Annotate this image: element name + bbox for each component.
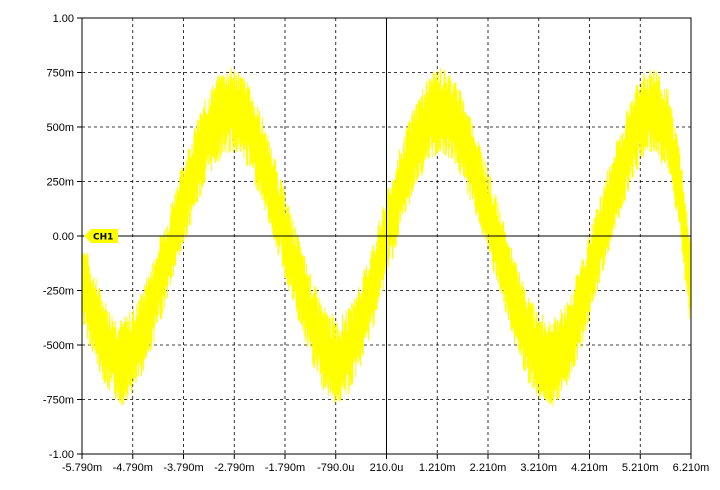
y-tick-label: 1.00	[53, 13, 74, 25]
x-tick-label: -1.790m	[265, 462, 305, 474]
x-tick-label: -2.790m	[214, 462, 254, 474]
x-tick-label: 210.0u	[370, 462, 404, 474]
x-tick-label: 3.210m	[520, 462, 557, 474]
x-tick-labels: -5.790m -4.790m -3.790m -2.790m -1.790m -790.…	[62, 454, 710, 474]
y-tick-labels: 1.00 750m 500m 250m 0.00 -250m -500m -750m -1.00	[43, 13, 82, 461]
y-tick-label: 750m	[46, 68, 74, 80]
x-tick-label: -790.0u	[317, 462, 354, 474]
y-tick-label: -750m	[43, 395, 74, 407]
channel-marker-label: CH1	[93, 233, 113, 243]
x-tick-label: -5.790m	[62, 462, 102, 474]
x-tick-label: 1.210m	[419, 462, 456, 474]
x-tick-label: 5.210m	[622, 462, 659, 474]
y-tick-label: -250m	[43, 286, 74, 298]
x-tick-label: 6.210m	[673, 462, 710, 474]
y-tick-label: -1.00	[49, 449, 74, 461]
x-tick-label: -3.790m	[163, 462, 203, 474]
y-tick-label: 250m	[46, 177, 74, 189]
y-tick-label: 500m	[46, 122, 74, 134]
y-tick-label: -500m	[43, 340, 74, 352]
x-tick-label: 2.210m	[470, 462, 507, 474]
y-tick-label: 0.00	[53, 231, 74, 243]
x-tick-label: -4.790m	[113, 462, 153, 474]
channel-marker-ch1[interactable]: CH1	[84, 229, 118, 243]
x-tick-label: 4.210m	[571, 462, 608, 474]
